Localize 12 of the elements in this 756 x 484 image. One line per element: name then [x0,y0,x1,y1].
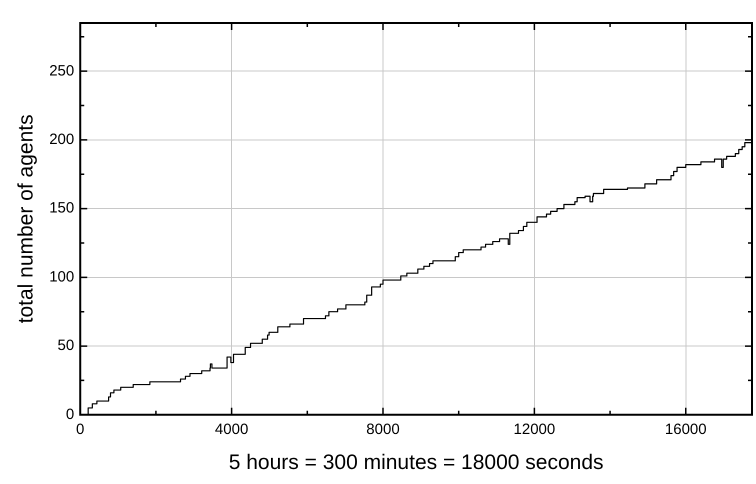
x-tick-label: 8000 [366,420,400,438]
y-tick-label: 50 [58,337,74,354]
y-tick-label: 100 [49,268,74,286]
x-axis-title: 5 hours = 300 minutes = 18000 seconds [228,451,604,474]
y-tick-label: 150 [49,200,74,217]
y-tick-label: 250 [49,62,74,80]
x-tick-label: 16000 [664,420,707,438]
y-tick-label: 200 [49,130,74,148]
x-tick-label: 12000 [514,420,556,438]
y-tick-label: 0 [66,406,74,423]
x-tick-label: 4000 [214,420,248,438]
y-axis-title: total number of agents [14,114,38,324]
